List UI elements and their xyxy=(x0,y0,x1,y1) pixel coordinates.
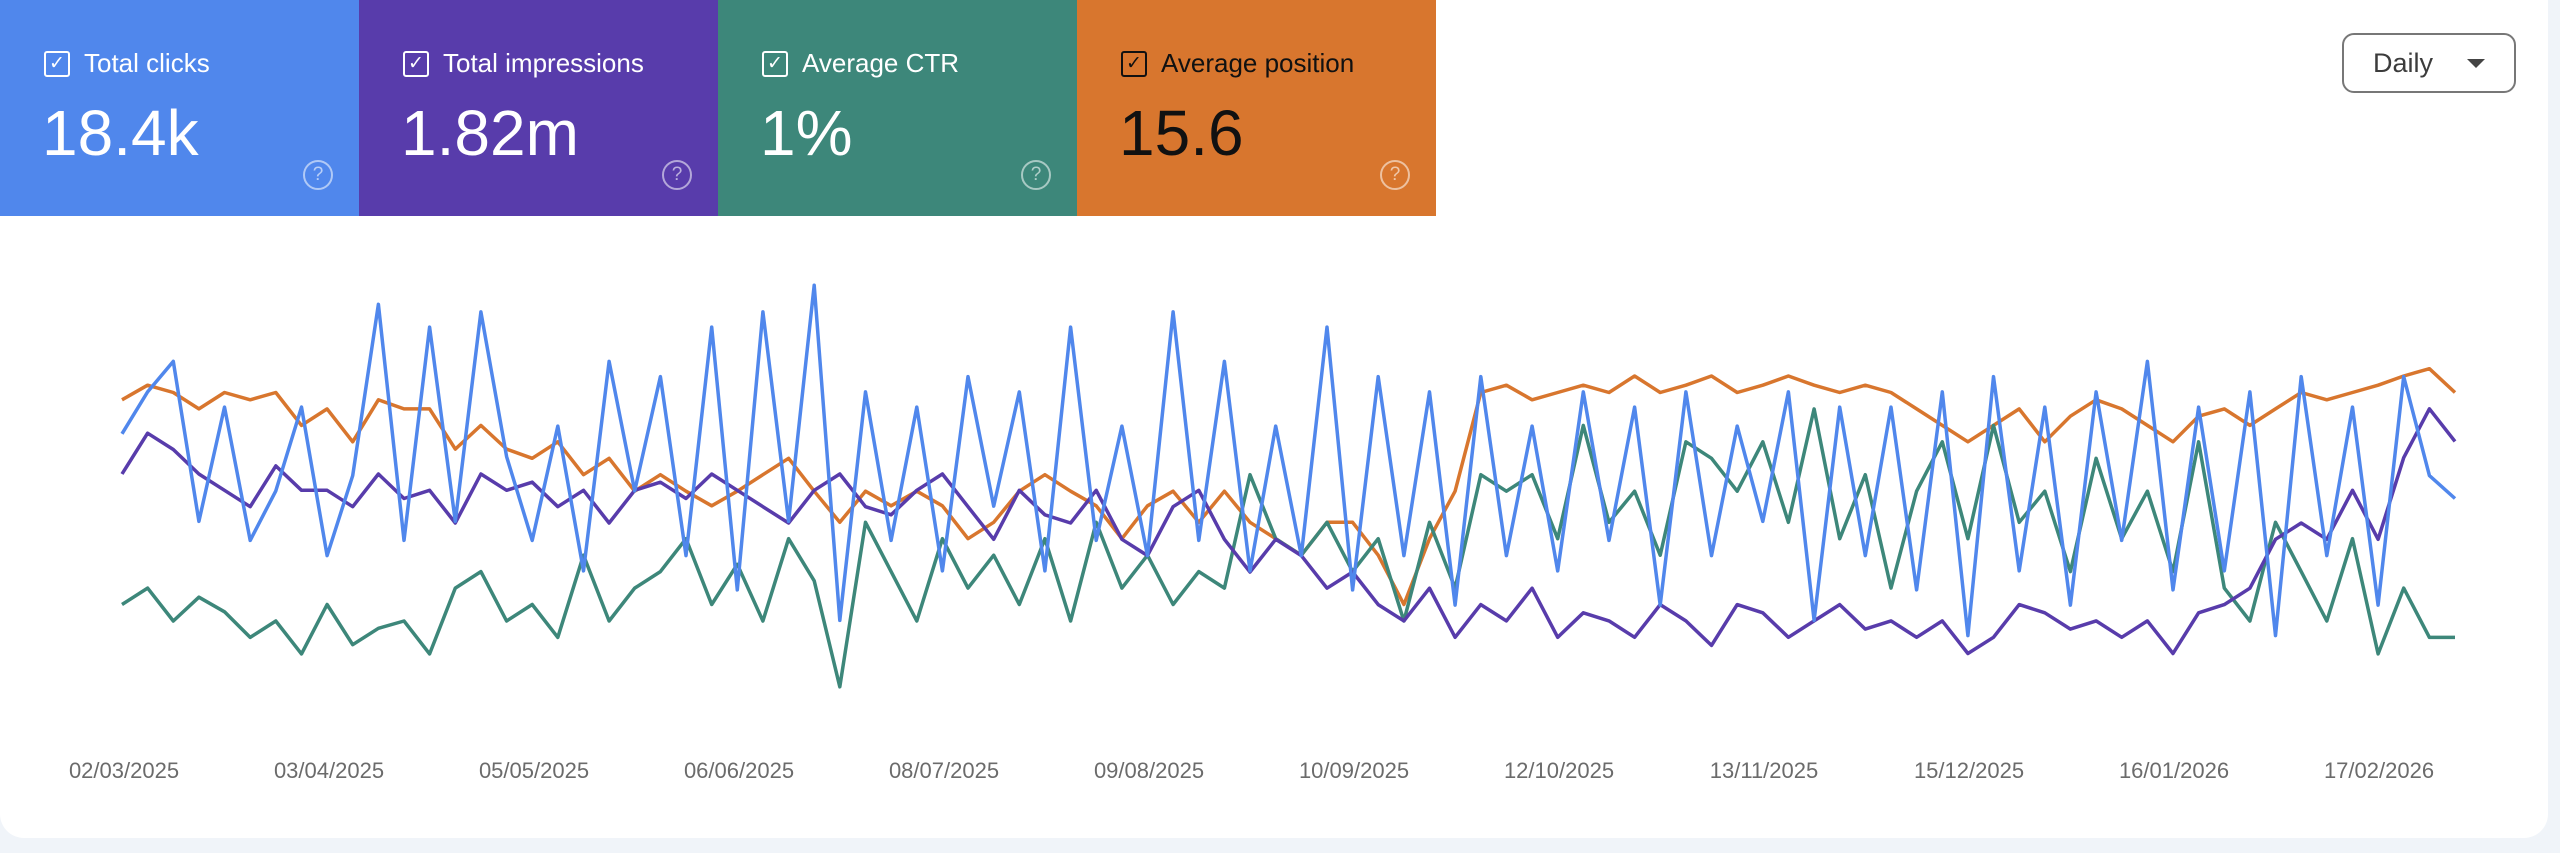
metric-value: 1.82m xyxy=(401,97,579,169)
checkbox-checked-icon[interactable]: ✓ xyxy=(1121,50,1147,77)
x-tick-label: 10/09/2025 xyxy=(1298,758,1410,783)
metric-card-average-position[interactable]: ✓ Average position 15.6 ? xyxy=(1077,0,1436,216)
performance-panel: ✓ Total clicks 18.4k ? ✓ Total impressions… xyxy=(0,0,2548,838)
help-circle-icon[interactable]: ? xyxy=(303,160,333,190)
x-tick-label: 16/01/2026 xyxy=(2118,758,2230,783)
x-tick-label: 03/04/2025 xyxy=(273,758,385,783)
x-tick-label: 15/12/2025 xyxy=(1913,758,2025,783)
metric-label: Total clicks xyxy=(84,48,210,78)
metric-card-total-impressions[interactable]: ✓ Total impressions 1.82m ? xyxy=(359,0,718,216)
metric-value: 15.6 xyxy=(1119,97,1244,169)
checkbox-checked-icon[interactable]: ✓ xyxy=(403,50,429,77)
metric-card-average-ctr[interactable]: ✓ Average CTR 1% ? xyxy=(718,0,1077,216)
x-tick-label: 17/02/2026 xyxy=(2323,758,2435,783)
checkbox-checked-icon[interactable]: ✓ xyxy=(762,50,788,77)
x-tick-label: 09/08/2025 xyxy=(1093,758,1205,783)
x-tick-label: 08/07/2025 xyxy=(888,758,1000,783)
series-line-total-clicks xyxy=(120,283,2457,638)
caret-down-icon xyxy=(2467,58,2485,68)
metric-card-total-clicks[interactable]: ✓ Total clicks 18.4k ? xyxy=(0,0,359,216)
help-circle-icon[interactable]: ? xyxy=(1021,160,1051,190)
series-line-total-impressions xyxy=(120,407,2457,656)
granularity-dropdown[interactable]: Daily xyxy=(2342,33,2516,93)
performance-chart xyxy=(120,283,2457,689)
metric-label: Average position xyxy=(1161,48,1355,78)
metric-label: Total impressions xyxy=(443,48,644,78)
checkbox-checked-icon[interactable]: ✓ xyxy=(44,50,70,77)
metric-value: 1% xyxy=(760,97,853,169)
granularity-selected: Daily xyxy=(2372,47,2433,78)
x-tick-label: 05/05/2025 xyxy=(478,758,590,783)
metric-label: Average CTR xyxy=(802,48,960,78)
help-circle-icon[interactable]: ? xyxy=(662,160,692,190)
metric-value: 18.4k xyxy=(42,97,199,169)
x-tick-label: 06/06/2025 xyxy=(683,758,795,783)
x-tick-label: 12/10/2025 xyxy=(1503,758,1615,783)
help-circle-icon[interactable]: ? xyxy=(1380,160,1410,190)
x-tick-label: 02/03/2025 xyxy=(68,758,180,783)
x-tick-label: 13/11/2025 xyxy=(1709,758,1819,783)
